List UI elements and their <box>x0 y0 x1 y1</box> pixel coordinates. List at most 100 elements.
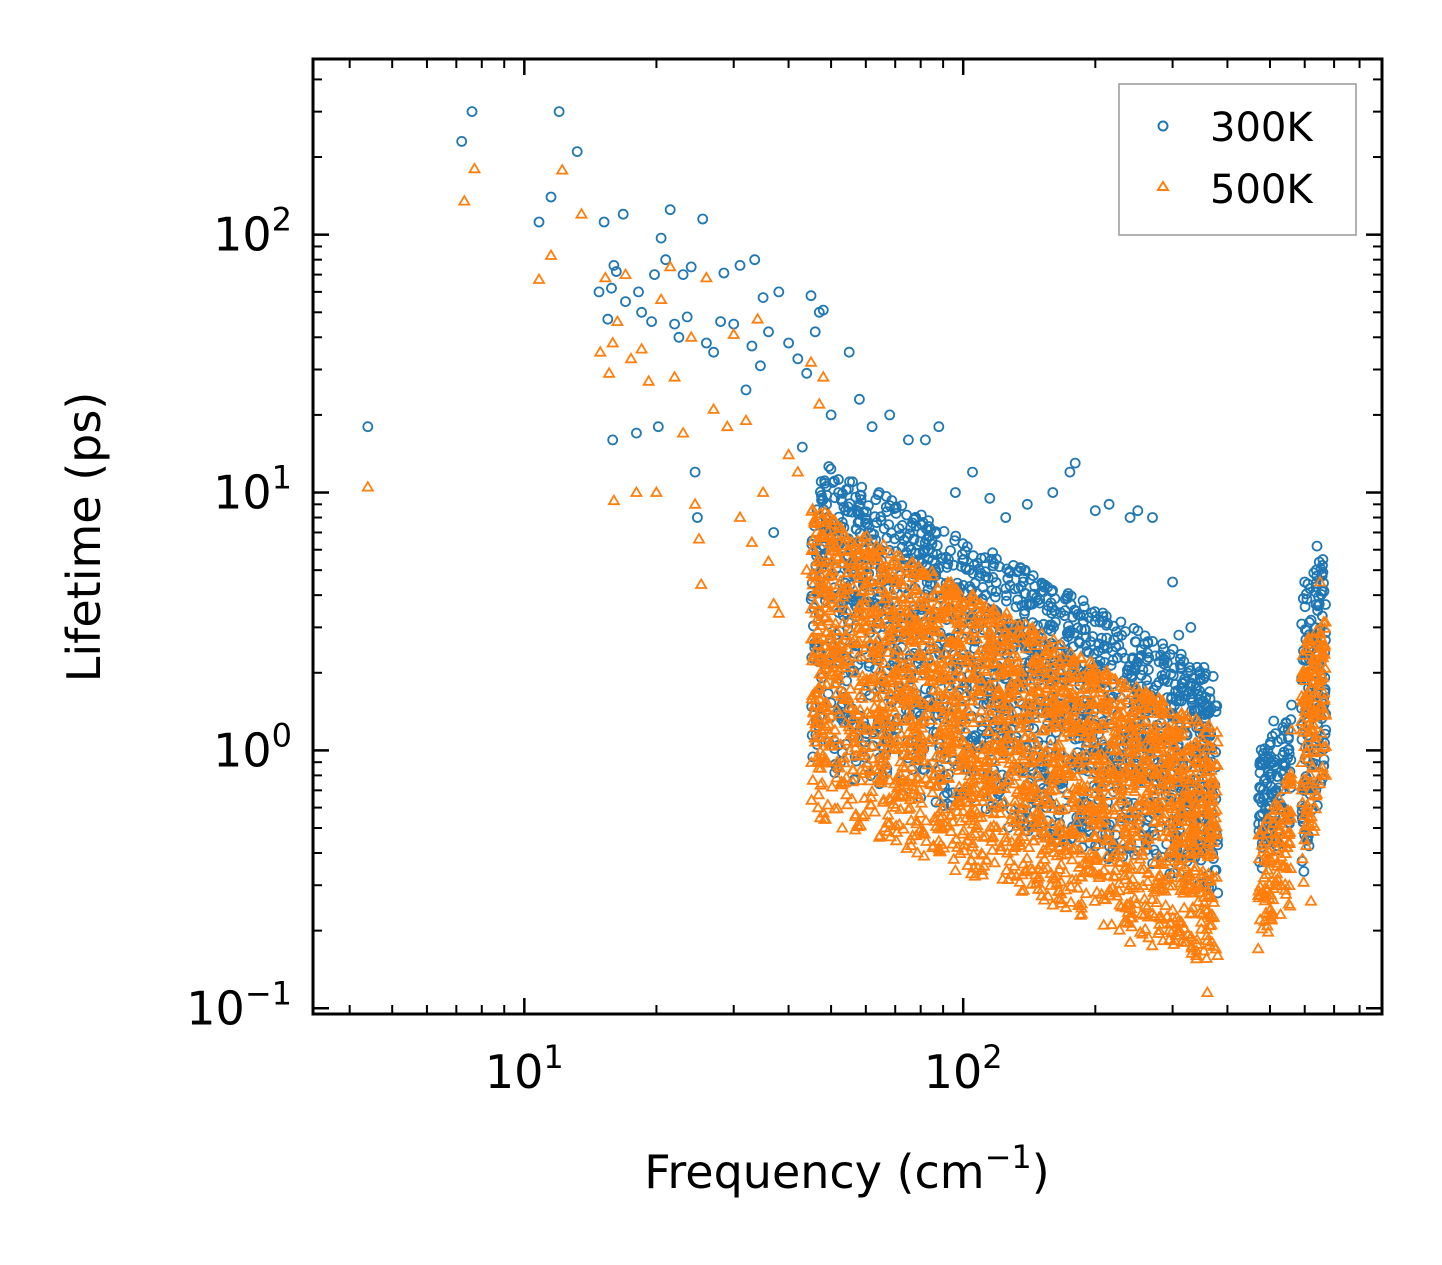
data-point <box>919 834 933 846</box>
data-point <box>1165 701 1177 712</box>
data-point <box>981 724 995 736</box>
data-point <box>919 771 933 784</box>
data-point <box>928 642 942 654</box>
data-point <box>1119 652 1131 664</box>
data-point <box>924 696 938 708</box>
data-point <box>887 797 901 809</box>
data-point <box>869 511 881 523</box>
data-point <box>843 624 857 636</box>
data-point <box>994 619 1008 631</box>
data-point <box>928 811 942 823</box>
data-point <box>1091 681 1105 693</box>
data-point <box>840 566 854 578</box>
data-point <box>1040 645 1054 657</box>
data-point <box>973 672 988 684</box>
data-point <box>466 106 478 117</box>
data-point <box>1004 686 1019 698</box>
data-point <box>839 788 854 800</box>
data-point <box>814 676 828 688</box>
data-point <box>910 814 924 826</box>
data-point <box>926 840 940 853</box>
data-point <box>1050 739 1064 751</box>
data-point <box>865 651 880 663</box>
data-point <box>1160 909 1174 921</box>
data-point <box>1094 779 1108 791</box>
data-point <box>1166 911 1180 923</box>
data-point <box>897 740 911 752</box>
data-point <box>1026 834 1040 846</box>
data-point <box>1023 673 1037 685</box>
data-point <box>1017 883 1031 895</box>
data-point <box>881 645 895 657</box>
data-point <box>1143 652 1155 663</box>
data-point <box>959 686 973 698</box>
data-point <box>1270 798 1284 810</box>
data-point <box>1125 920 1139 932</box>
data-point <box>633 286 644 298</box>
data-point <box>931 779 945 791</box>
data-point <box>1163 798 1177 810</box>
data-point <box>1210 758 1224 770</box>
data-point <box>1080 714 1095 727</box>
data-point <box>1174 865 1188 877</box>
data-point <box>1108 735 1122 747</box>
data-point <box>904 838 918 850</box>
data-point <box>1128 829 1143 841</box>
data-point <box>1118 861 1132 873</box>
data-point <box>1198 754 1212 766</box>
data-point <box>1203 739 1217 751</box>
data-point <box>1134 907 1148 919</box>
data-point <box>1100 664 1114 676</box>
data-point <box>898 714 912 726</box>
data-point <box>1060 839 1074 851</box>
data-point <box>1101 869 1115 881</box>
data-point <box>979 566 991 578</box>
data-point <box>1100 849 1114 861</box>
data-point <box>1064 879 1078 892</box>
data-point <box>1201 888 1216 900</box>
data-point <box>1078 694 1092 706</box>
data-point <box>872 573 886 585</box>
data-point <box>1030 738 1045 750</box>
data-point <box>1108 863 1122 875</box>
data-point <box>918 547 930 559</box>
data-point <box>1178 845 1193 857</box>
data-point <box>827 477 839 488</box>
data-point <box>934 688 948 700</box>
data-point <box>889 834 903 846</box>
data-point <box>533 216 545 228</box>
data-point <box>1076 682 1090 694</box>
data-point <box>884 557 898 569</box>
data-point <box>979 714 993 726</box>
data-point <box>836 616 850 628</box>
data-point <box>884 409 896 421</box>
data-point <box>755 360 766 372</box>
data-point <box>1152 692 1166 704</box>
data-point <box>959 795 973 807</box>
data-point <box>1297 808 1312 821</box>
data-point <box>866 421 878 433</box>
data-point <box>1202 718 1216 730</box>
data-point <box>1173 924 1187 936</box>
data-point <box>916 527 928 539</box>
data-point <box>1022 788 1036 800</box>
data-point <box>867 700 882 712</box>
data-point <box>1011 761 1025 773</box>
data-point <box>1265 913 1279 925</box>
data-point <box>821 548 835 560</box>
data-point <box>896 658 910 671</box>
data-point <box>835 778 849 790</box>
data-point <box>927 768 941 781</box>
data-point <box>900 841 914 853</box>
data-point <box>851 650 865 662</box>
data-point <box>811 801 825 813</box>
data-point <box>1003 854 1017 866</box>
data-point <box>813 653 828 665</box>
data-point <box>877 708 892 720</box>
data-point <box>846 763 860 775</box>
data-point <box>1167 739 1181 751</box>
data-point <box>907 517 918 529</box>
data-point <box>1209 825 1223 837</box>
data-point <box>1071 667 1085 679</box>
data-point <box>1154 698 1168 710</box>
